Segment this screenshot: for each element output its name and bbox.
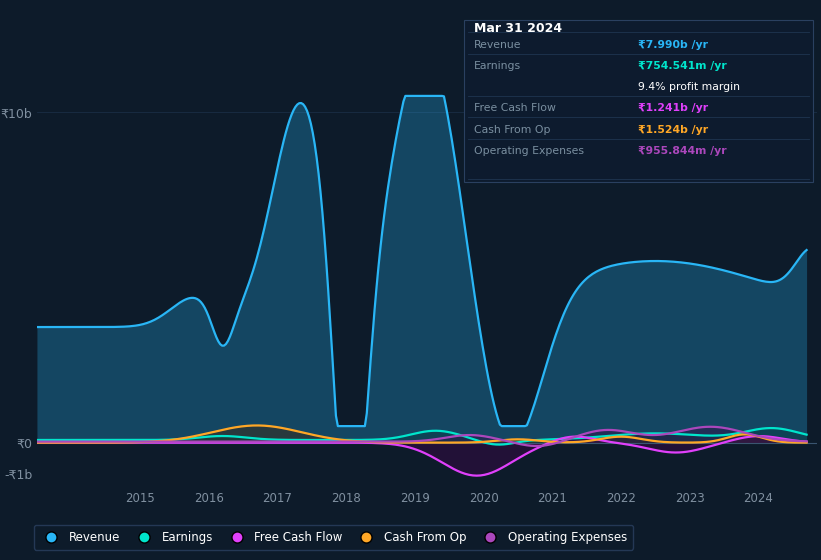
Text: 9.4% profit margin: 9.4% profit margin xyxy=(639,82,741,92)
Text: ₹1.241b /yr: ₹1.241b /yr xyxy=(639,104,709,114)
Text: Earnings: Earnings xyxy=(474,61,521,71)
Text: ₹1.524b /yr: ₹1.524b /yr xyxy=(639,125,709,135)
Legend: Revenue, Earnings, Free Cash Flow, Cash From Op, Operating Expenses: Revenue, Earnings, Free Cash Flow, Cash … xyxy=(34,525,633,550)
Text: -₹1b: -₹1b xyxy=(5,469,33,482)
Text: ₹7.990b /yr: ₹7.990b /yr xyxy=(639,40,709,50)
Text: Mar 31 2024: Mar 31 2024 xyxy=(474,22,562,35)
Text: Cash From Op: Cash From Op xyxy=(474,125,550,135)
Text: Free Cash Flow: Free Cash Flow xyxy=(474,104,556,114)
Text: Revenue: Revenue xyxy=(474,40,521,50)
Text: Operating Expenses: Operating Expenses xyxy=(474,146,584,156)
Text: ₹754.541m /yr: ₹754.541m /yr xyxy=(639,61,727,71)
Text: ₹955.844m /yr: ₹955.844m /yr xyxy=(639,146,727,156)
